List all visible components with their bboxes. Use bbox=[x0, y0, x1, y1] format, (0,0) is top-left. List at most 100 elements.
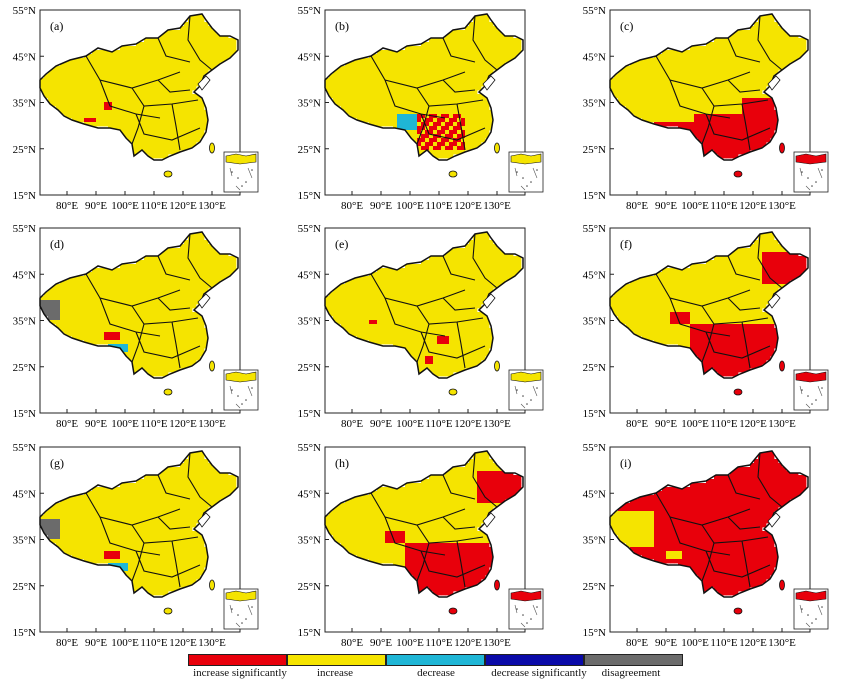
lat-tick-label: 55°N bbox=[298, 442, 321, 454]
lon-tick-label: 100°E bbox=[111, 418, 139, 430]
lon-tick-label: 120°E bbox=[739, 637, 767, 649]
lon-tick-label: 90°E bbox=[655, 418, 677, 430]
lon-tick-label: 90°E bbox=[655, 637, 677, 649]
lat-tick-label: 15°N bbox=[298, 408, 321, 420]
lat-tick-label: 45°N bbox=[298, 51, 321, 63]
lat-tick-label: 15°N bbox=[583, 627, 606, 639]
lon-tick-label: 80°E bbox=[341, 637, 363, 649]
lat-tick-label: 25°N bbox=[583, 144, 606, 156]
lon-tick-label: 100°E bbox=[396, 200, 424, 212]
map-panel: (c) 15°N 25°N 35°N 45°N 55°N 80°E 90°E 100°E 110°… bbox=[583, 5, 829, 212]
province-borders bbox=[655, 233, 783, 369]
lat-tick-label: 25°N bbox=[298, 362, 321, 374]
lat-tick-label: 35°N bbox=[583, 535, 606, 547]
lon-tick-label: 110°E bbox=[710, 637, 737, 649]
lon-tick-label: 130°E bbox=[198, 637, 226, 649]
lon-tick-label: 110°E bbox=[140, 637, 167, 649]
lon-tick-label: 110°E bbox=[425, 637, 452, 649]
lon-tick-label: 120°E bbox=[454, 637, 482, 649]
map-grid-fill bbox=[325, 451, 522, 596]
lon-tick-label: 110°E bbox=[140, 418, 167, 430]
lat-tick-label: 15°N bbox=[13, 627, 36, 639]
lat-tick-label: 35°N bbox=[13, 316, 36, 328]
panel-label: (e) bbox=[335, 237, 348, 251]
china-outline bbox=[39, 450, 239, 598]
taiwan-island bbox=[494, 360, 500, 372]
map-panel: (g) 15°N 25°N 35°N 45°N 55°N 80°E 90°E 100°E 110°… bbox=[13, 442, 259, 649]
lat-tick-label: 15°N bbox=[583, 408, 606, 420]
lon-tick-label: 100°E bbox=[396, 637, 424, 649]
lat-tick-label: 55°N bbox=[583, 5, 606, 17]
lat-tick-label: 35°N bbox=[583, 98, 606, 110]
lat-tick-label: 25°N bbox=[298, 581, 321, 593]
lat-tick-label: 55°N bbox=[13, 223, 36, 235]
taiwan-island bbox=[494, 579, 500, 591]
south-china-sea-inset bbox=[223, 588, 259, 630]
legend-label-decrease-significantly: decrease significantly bbox=[491, 667, 587, 679]
lon-tick-label: 110°E bbox=[710, 200, 737, 212]
hainan-island bbox=[733, 170, 743, 178]
lon-tick-label: 130°E bbox=[483, 200, 511, 212]
lat-tick-label: 45°N bbox=[13, 269, 36, 281]
province-borders bbox=[370, 452, 498, 588]
lon-tick-label: 110°E bbox=[425, 418, 452, 430]
lat-tick-label: 45°N bbox=[298, 488, 321, 500]
lon-tick-label: 130°E bbox=[483, 637, 511, 649]
legend-label-decrease: decrease bbox=[417, 667, 455, 679]
lat-tick-label: 55°N bbox=[13, 5, 36, 17]
lat-tick-label: 25°N bbox=[13, 144, 36, 156]
map-panel: (f) 15°N 25°N 35°N 45°N 55°N 80°E 90°E 100°E 110°… bbox=[583, 223, 829, 430]
hainan-island bbox=[448, 607, 458, 615]
taiwan-island bbox=[779, 360, 785, 372]
map-panel: (b) 15°N 25°N 35°N 45°N 55°N 80°E 90°E 100°E 110°… bbox=[298, 5, 544, 212]
lat-tick-label: 45°N bbox=[583, 488, 606, 500]
lon-tick-label: 100°E bbox=[681, 200, 709, 212]
lon-tick-label: 120°E bbox=[454, 418, 482, 430]
lon-tick-label: 90°E bbox=[85, 637, 107, 649]
hainan-island bbox=[448, 388, 458, 396]
province-borders bbox=[85, 233, 213, 369]
lon-tick-label: 120°E bbox=[454, 200, 482, 212]
lat-tick-label: 15°N bbox=[13, 190, 36, 202]
legend-swatch-decrease bbox=[386, 654, 485, 666]
south-china-sea-inset bbox=[223, 369, 259, 411]
province-borders bbox=[655, 15, 783, 151]
hainan-island bbox=[733, 388, 743, 396]
lat-tick-label: 35°N bbox=[13, 98, 36, 110]
panel-label: (f) bbox=[620, 237, 632, 251]
panel-label: (g) bbox=[50, 456, 64, 470]
taiwan-island bbox=[209, 579, 215, 591]
legend-swatch-increase bbox=[287, 654, 386, 666]
lat-tick-label: 25°N bbox=[583, 581, 606, 593]
province-borders bbox=[85, 452, 213, 588]
lat-tick-label: 45°N bbox=[13, 51, 36, 63]
panel-label: (c) bbox=[620, 19, 633, 33]
province-borders bbox=[85, 15, 213, 151]
lon-tick-label: 80°E bbox=[341, 418, 363, 430]
china-outline bbox=[324, 450, 524, 598]
south-china-sea-inset bbox=[793, 151, 829, 193]
lat-tick-label: 55°N bbox=[13, 442, 36, 454]
lon-tick-label: 110°E bbox=[140, 200, 167, 212]
lat-tick-label: 45°N bbox=[583, 269, 606, 281]
lat-tick-label: 35°N bbox=[298, 98, 321, 110]
hainan-island bbox=[163, 607, 173, 615]
lat-tick-label: 45°N bbox=[298, 269, 321, 281]
lon-tick-label: 100°E bbox=[111, 200, 139, 212]
south-china-sea-inset bbox=[508, 151, 544, 193]
map-grid-fill bbox=[610, 451, 807, 596]
lat-tick-label: 15°N bbox=[583, 190, 606, 202]
lon-tick-label: 90°E bbox=[85, 418, 107, 430]
lon-tick-label: 80°E bbox=[56, 200, 78, 212]
legend-swatch-increase-significantly bbox=[188, 654, 287, 666]
lon-tick-label: 130°E bbox=[483, 418, 511, 430]
lat-tick-label: 25°N bbox=[583, 362, 606, 374]
lon-tick-label: 130°E bbox=[768, 637, 796, 649]
panel-label: (d) bbox=[50, 237, 64, 251]
taiwan-island bbox=[494, 142, 500, 154]
legend-swatch-disagreement bbox=[584, 654, 683, 666]
taiwan-island bbox=[209, 142, 215, 154]
lon-tick-label: 100°E bbox=[681, 637, 709, 649]
lon-tick-label: 130°E bbox=[768, 418, 796, 430]
